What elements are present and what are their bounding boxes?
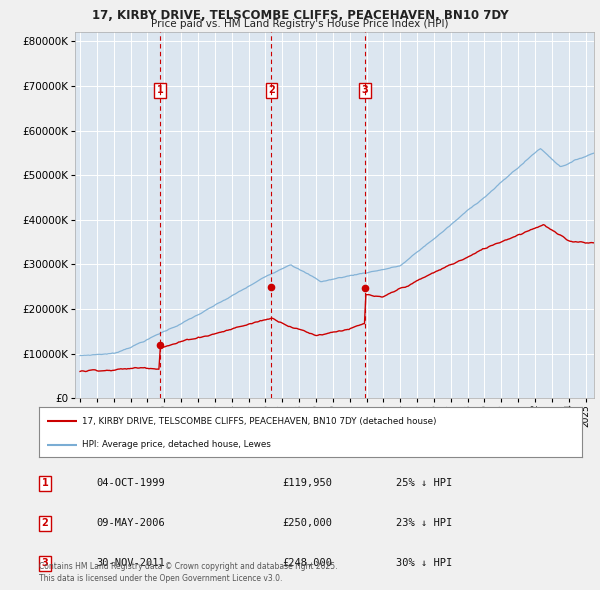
Text: 25% ↓ HPI: 25% ↓ HPI	[396, 478, 452, 488]
Text: 1: 1	[41, 478, 49, 488]
Text: 30% ↓ HPI: 30% ↓ HPI	[396, 559, 452, 568]
Text: £250,000: £250,000	[282, 519, 332, 528]
Text: 23% ↓ HPI: 23% ↓ HPI	[396, 519, 452, 528]
Text: Price paid vs. HM Land Registry's House Price Index (HPI): Price paid vs. HM Land Registry's House …	[151, 19, 449, 30]
Text: Contains HM Land Registry data © Crown copyright and database right 2025.
This d: Contains HM Land Registry data © Crown c…	[39, 562, 337, 583]
Text: 09-MAY-2006: 09-MAY-2006	[96, 519, 165, 528]
Text: HPI: Average price, detached house, Lewes: HPI: Average price, detached house, Lewe…	[82, 440, 271, 449]
Text: 3: 3	[362, 86, 368, 96]
Text: 04-OCT-1999: 04-OCT-1999	[96, 478, 165, 488]
Text: 1: 1	[157, 86, 163, 96]
Text: 3: 3	[41, 559, 49, 568]
Text: 30-NOV-2011: 30-NOV-2011	[96, 559, 165, 568]
Text: 2: 2	[41, 519, 49, 528]
Text: 2: 2	[268, 86, 275, 96]
Text: 17, KIRBY DRIVE, TELSCOMBE CLIFFS, PEACEHAVEN, BN10 7DY (detached house): 17, KIRBY DRIVE, TELSCOMBE CLIFFS, PEACE…	[82, 417, 437, 425]
Text: £248,000: £248,000	[282, 559, 332, 568]
Text: £119,950: £119,950	[282, 478, 332, 488]
Text: 17, KIRBY DRIVE, TELSCOMBE CLIFFS, PEACEHAVEN, BN10 7DY: 17, KIRBY DRIVE, TELSCOMBE CLIFFS, PEACE…	[92, 9, 508, 22]
